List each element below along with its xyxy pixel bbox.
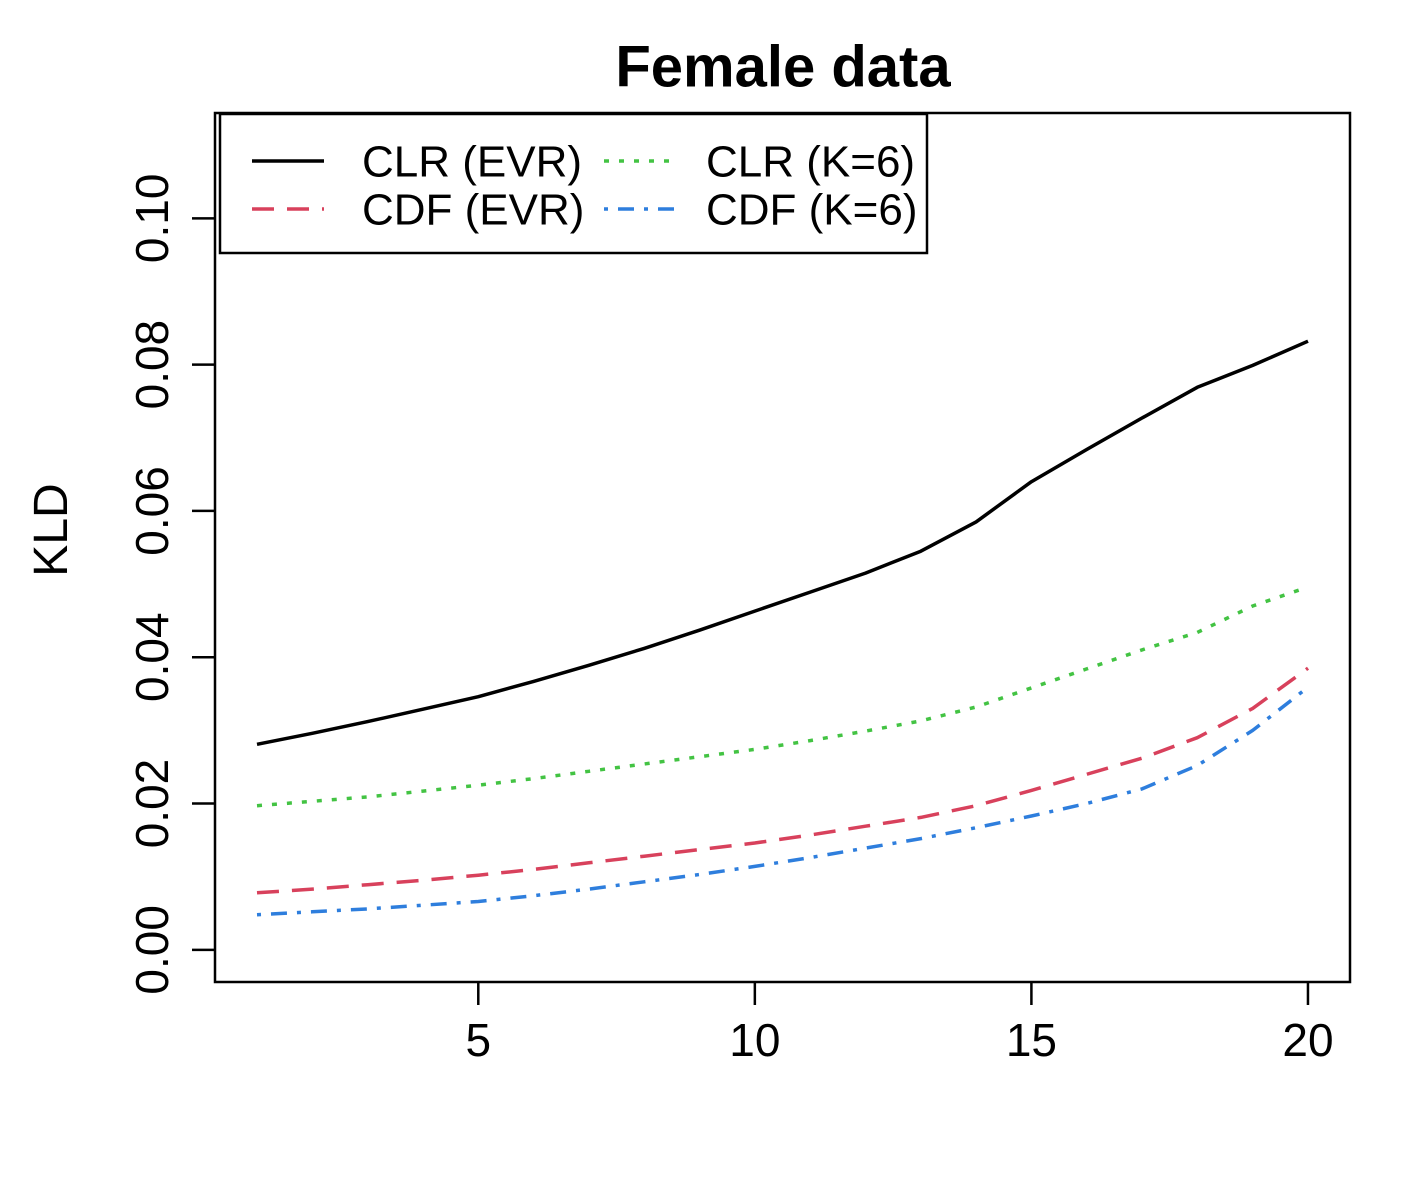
y-tick-label: 0.08 bbox=[126, 320, 178, 410]
legend-entry: CLR (K=6) bbox=[604, 137, 915, 186]
legend-entry: CDF (K=6) bbox=[604, 185, 917, 234]
y-tick-label: 0.02 bbox=[126, 759, 178, 849]
legend-entry: CLR (EVR) bbox=[252, 137, 582, 186]
chart-title: Female data bbox=[615, 34, 951, 99]
series-line-cdf-evr bbox=[256, 666, 1310, 895]
x-tick-label: 15 bbox=[1006, 1014, 1057, 1066]
y-axis-label: KLD bbox=[25, 483, 78, 576]
x-tick-label: 20 bbox=[1282, 1014, 1333, 1066]
x-tick-label: 10 bbox=[729, 1014, 780, 1066]
y-tick-label: 0.04 bbox=[126, 612, 178, 702]
legend-label: CDF (EVR) bbox=[362, 185, 584, 234]
legend-label: CLR (K=6) bbox=[706, 137, 915, 186]
legend-entry: CDF (EVR) bbox=[252, 185, 584, 234]
series-layer bbox=[256, 339, 1310, 917]
series-line-cdf-k-6 bbox=[256, 685, 1310, 917]
legend-label: CDF (K=6) bbox=[706, 185, 917, 234]
series-line-clr-k-6 bbox=[256, 585, 1309, 808]
x-tick-label: 5 bbox=[465, 1014, 491, 1066]
y-tick-label: 0.00 bbox=[126, 905, 178, 995]
legend-label: CLR (EVR) bbox=[362, 137, 582, 186]
legend-layer: CLR (EVR)CDF (EVR) CLR (K=6)CDF (K=6) bbox=[218, 112, 929, 255]
series-line-clr-evr bbox=[256, 339, 1309, 747]
y-tick-label: 0.06 bbox=[126, 466, 178, 556]
y-tick-label: 0.10 bbox=[126, 174, 178, 264]
axes-layer: 5 10 15 20 0.00 0.02 0.04 0.06 0.08 0.10 bbox=[126, 111, 1352, 1066]
legend-box bbox=[218, 112, 929, 255]
